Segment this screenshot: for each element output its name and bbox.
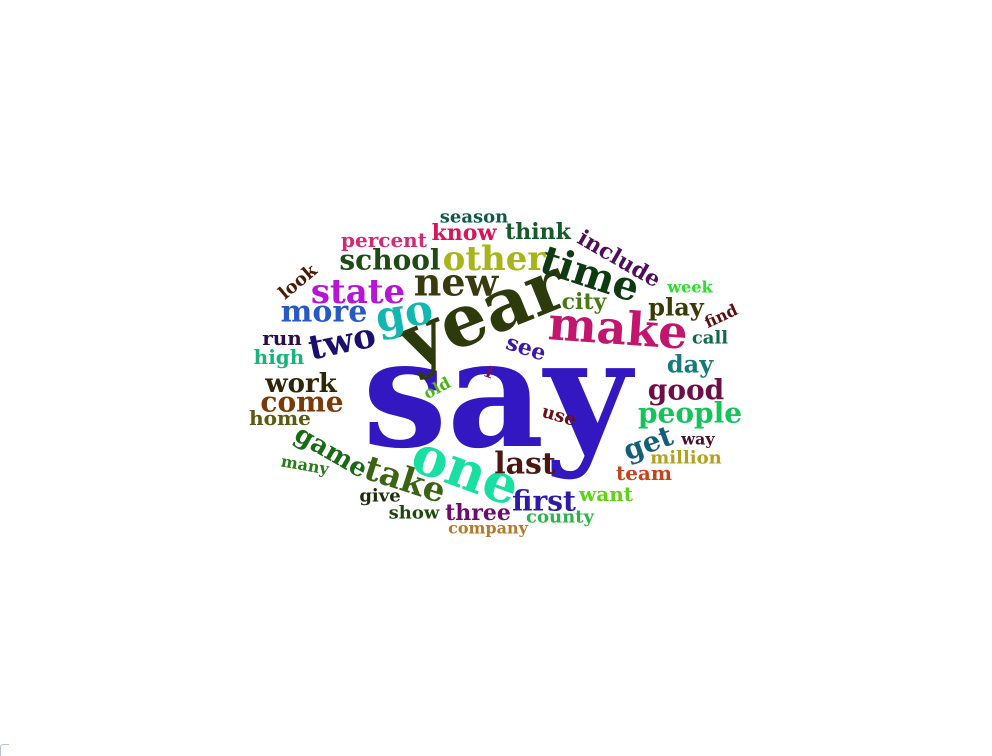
word-home: home (249, 406, 311, 430)
word-think: think (505, 219, 572, 245)
word-million: million (650, 448, 722, 469)
word-high: high (254, 345, 305, 369)
word-know: know (432, 220, 498, 246)
word-day: day (667, 350, 714, 379)
word-work: work (264, 369, 337, 399)
word-come: come (260, 386, 343, 419)
word-three: three (445, 500, 511, 526)
word-season: season (440, 207, 508, 228)
word-city: city (562, 289, 608, 315)
word-percent: percent (341, 228, 428, 252)
word-team: team (616, 461, 672, 485)
word-give: give (359, 486, 400, 507)
word-show: show (389, 503, 440, 524)
word-people: people (638, 397, 742, 430)
word-go: go (371, 284, 436, 342)
word-way: way (680, 430, 715, 449)
word-school: school (339, 244, 440, 277)
word-first: first (512, 485, 576, 518)
word-week: week (666, 278, 713, 297)
word-make: make (546, 296, 689, 360)
word-more: more (281, 295, 368, 330)
word-state: state (311, 272, 405, 312)
word-run: run (262, 326, 302, 350)
word-company: company (448, 519, 529, 538)
word-play: play (648, 293, 704, 322)
word-last: last (494, 447, 556, 482)
word-good: good (648, 374, 725, 407)
corner-mark (0, 744, 9, 756)
word-want: want (578, 482, 634, 506)
word-call: call (692, 328, 728, 349)
word-say: say (363, 306, 636, 482)
word-other: other (443, 239, 547, 279)
word-county: county (526, 507, 594, 528)
word-new: new (414, 260, 500, 305)
